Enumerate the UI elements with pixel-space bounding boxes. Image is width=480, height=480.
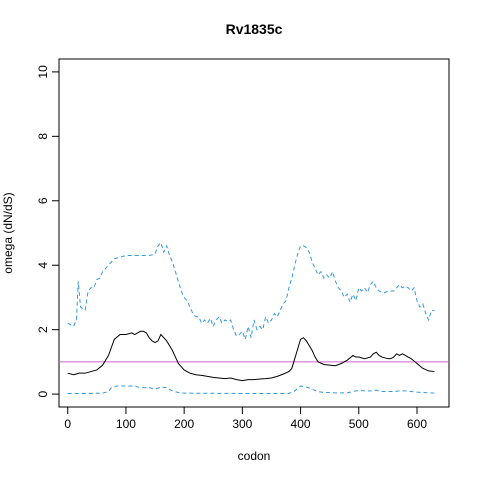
y-axis: 0 2 4 6 8 10 — [36, 65, 60, 397]
y-tick-label: 6 — [36, 197, 50, 204]
y-tick-label: 2 — [36, 326, 50, 333]
y-tick-label: 10 — [36, 65, 50, 79]
y-tick-label: 4 — [36, 262, 50, 269]
series-line-estimate — [67, 330, 435, 382]
y-tick-label: 0 — [36, 390, 50, 397]
x-axis-label: codon — [238, 449, 271, 463]
series-line-upper — [67, 241, 435, 342]
chart-title: Rv1835c — [226, 21, 283, 37]
x-tick-label: 300 — [232, 417, 252, 431]
series-layer — [67, 241, 435, 394]
x-tick-label: 500 — [349, 417, 369, 431]
x-tick-label: 400 — [291, 417, 311, 431]
series-line-lower — [67, 385, 435, 394]
x-axis: 0 100 200 300 400 500 600 — [64, 406, 427, 431]
y-tick-label: 8 — [36, 133, 50, 140]
x-tick-label: 100 — [116, 417, 136, 431]
x-tick-label: 200 — [174, 417, 194, 431]
y-axis-label: omega (dN/dS) — [1, 192, 15, 273]
plot-frame — [58, 58, 450, 408]
x-tick-label: 600 — [407, 417, 427, 431]
x-tick-label: 0 — [64, 417, 71, 431]
